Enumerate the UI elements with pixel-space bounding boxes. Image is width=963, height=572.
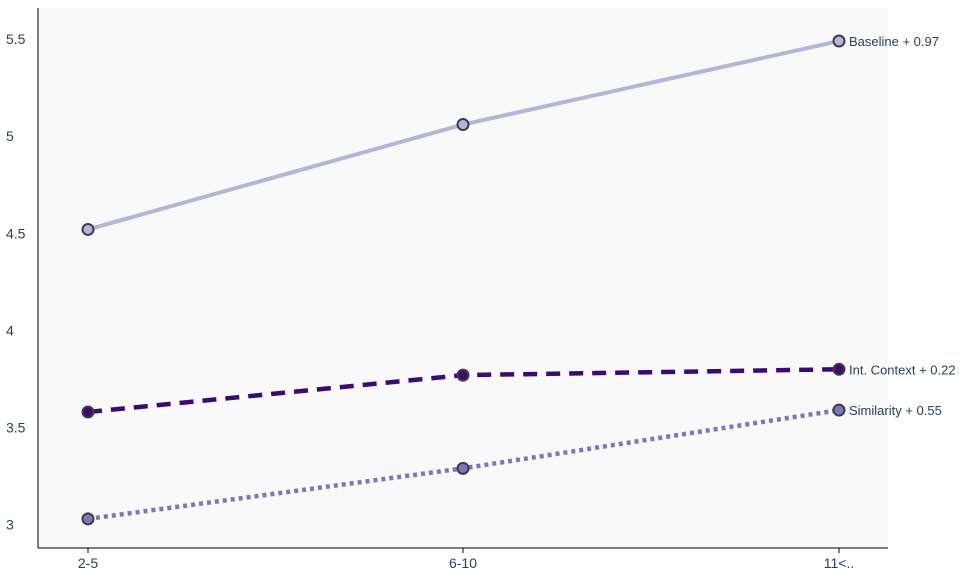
data-point-marker [81,222,95,236]
y-tick-label: 5.5 [6,31,26,47]
data-point-marker [832,403,846,417]
x-tick-label: 6-10 [449,555,477,571]
series-markers [81,34,846,526]
y-axis-ticks: 3 3.5 4 4.5 5 5.5 [6,31,26,533]
data-point-marker [832,34,846,48]
y-tick-label: 5 [6,128,14,144]
series-end-label: Baseline + 0.97 [849,34,939,49]
y-tick-label: 4 [6,322,14,338]
y-tick-label: 3 [6,517,14,533]
x-tick-label: 2-5 [78,555,98,571]
series-end-label: Similarity + 0.55 [849,403,942,418]
x-tick-label: 11<.. [824,555,855,571]
x-axis-ticks: 2-5 6-10 11<.. [78,548,854,571]
y-tick-label: 3.5 [6,420,26,436]
series-end-label: Int. Context + 0.22 [849,362,956,377]
plot-area [38,8,888,548]
data-point-marker [456,461,470,475]
y-tick-label: 4.5 [6,225,26,241]
series-labels: Baseline + 0.97 Int. Context + 0.22 Simila… [849,34,956,418]
data-point-marker [81,405,95,419]
data-point-marker [832,362,846,376]
data-point-marker [81,512,95,526]
data-point-marker [456,118,470,132]
data-point-marker [456,368,470,382]
